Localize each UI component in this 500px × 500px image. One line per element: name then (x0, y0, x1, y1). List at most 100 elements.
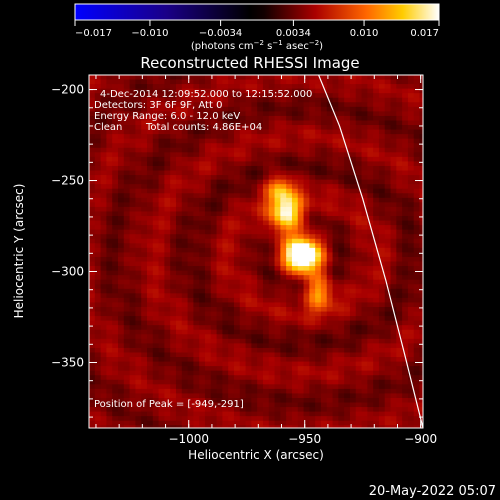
heatmap-cell (361, 397, 368, 404)
heatmap-cell (257, 352, 264, 358)
heatmap-cell (233, 120, 241, 126)
heatmap-cell (228, 161, 235, 167)
heatmap-cell (187, 366, 194, 372)
heatmap-cell (164, 416, 171, 422)
heatmap-cell (135, 352, 142, 358)
heatmap-cell (216, 125, 223, 131)
heatmap-cell (123, 156, 131, 163)
heatmap-cell (89, 202, 96, 208)
heatmap-cell (175, 129, 183, 135)
heatmap-cell (297, 329, 305, 335)
heatmap-cell (303, 252, 310, 258)
heatmap-cell (338, 156, 345, 163)
heatmap-cell (216, 311, 223, 317)
heatmap-cell (170, 338, 177, 344)
heatmap-cell (402, 388, 409, 395)
heatmap-cell (100, 261, 107, 267)
heatmap-cell (349, 347, 357, 354)
heatmap-cell (280, 311, 287, 317)
heatmap-cell (187, 75, 194, 81)
heatmap-cell (344, 256, 351, 263)
heatmap-cell (106, 75, 113, 81)
heatmap-cell (338, 297, 345, 304)
heatmap-cell (222, 384, 229, 390)
heatmap-cell (286, 229, 293, 235)
heatmap-cell (89, 243, 96, 249)
heatmap-cell (378, 125, 386, 131)
heatmap-cell (349, 370, 357, 376)
heatmap-cell (297, 225, 305, 231)
heatmap-cell (407, 307, 415, 313)
heatmap-cell (89, 106, 96, 112)
heatmap-cell (361, 284, 368, 290)
heatmap-cell (141, 184, 148, 190)
heatmap-cell (326, 225, 334, 231)
heatmap-cell (396, 311, 403, 317)
heatmap-cell (361, 225, 368, 231)
heatmap-cell (419, 297, 423, 304)
heatmap-cell (268, 220, 276, 226)
heatmap-cell (216, 120, 223, 126)
heatmap-cell (94, 370, 102, 376)
heatmap-cell (199, 88, 206, 94)
heatmap-cell (251, 97, 258, 103)
heatmap-cell (378, 393, 386, 399)
heatmap-cell (286, 88, 293, 94)
heatmap-cell (117, 97, 125, 103)
heatmap-cell (280, 111, 287, 117)
heatmap-cell (309, 202, 316, 208)
heatmap-cell (187, 284, 194, 290)
heatmap-cell (216, 270, 223, 276)
heatmap-cell (129, 106, 136, 112)
heatmap-cell (262, 165, 270, 172)
heatmap-cell (309, 115, 316, 122)
heatmap-cell (135, 329, 142, 335)
heatmap-cell (158, 234, 165, 240)
heatmap-cell (187, 238, 194, 244)
heatmap-cell (402, 334, 409, 340)
heatmap-cell (384, 311, 392, 317)
heatmap-cell (344, 370, 351, 376)
heatmap-cell (338, 316, 345, 322)
heatmap-cell (286, 256, 293, 263)
heatmap-cell (407, 388, 415, 395)
heatmap-cell (251, 284, 258, 290)
heatmap-cell (280, 334, 287, 340)
heatmap-cell (199, 407, 206, 413)
heatmap-cell (141, 375, 148, 381)
heatmap-cell (193, 357, 200, 363)
heatmap-cell (262, 115, 270, 122)
heatmap-cell (413, 425, 421, 428)
heatmap-cell (106, 334, 113, 340)
heatmap-cell (315, 170, 322, 176)
heatmap-cell (112, 357, 119, 363)
heatmap-cell (210, 334, 218, 340)
heatmap-cell (332, 211, 339, 217)
heatmap-cell (117, 357, 125, 363)
heatmap-cell (338, 193, 345, 199)
heatmap-cell (146, 388, 154, 395)
heatmap-cell (210, 420, 218, 426)
heatmap-cell (233, 329, 241, 335)
heatmap-cell (274, 316, 281, 322)
heatmap-cell (390, 270, 397, 276)
heatmap-cell (349, 270, 357, 276)
heatmap-cell (274, 243, 281, 249)
heatmap-cell (315, 193, 322, 199)
heatmap-cell (89, 370, 96, 376)
heatmap-cell (268, 243, 276, 249)
heatmap-cell (187, 416, 194, 422)
heatmap-cell (320, 179, 328, 185)
heatmap-cell (373, 234, 380, 240)
heatmap-cell (112, 97, 119, 103)
heatmap-cell (94, 165, 102, 172)
heatmap-cell (135, 297, 142, 304)
heatmap-cell (367, 229, 374, 235)
heatmap-cell (413, 161, 421, 167)
heatmap-cell (199, 411, 206, 417)
heatmap-cell (216, 79, 223, 85)
heatmap-cell (210, 402, 218, 408)
heatmap-cell (89, 88, 96, 94)
heatmap-cell (152, 370, 160, 376)
heatmap-cell (396, 266, 403, 272)
